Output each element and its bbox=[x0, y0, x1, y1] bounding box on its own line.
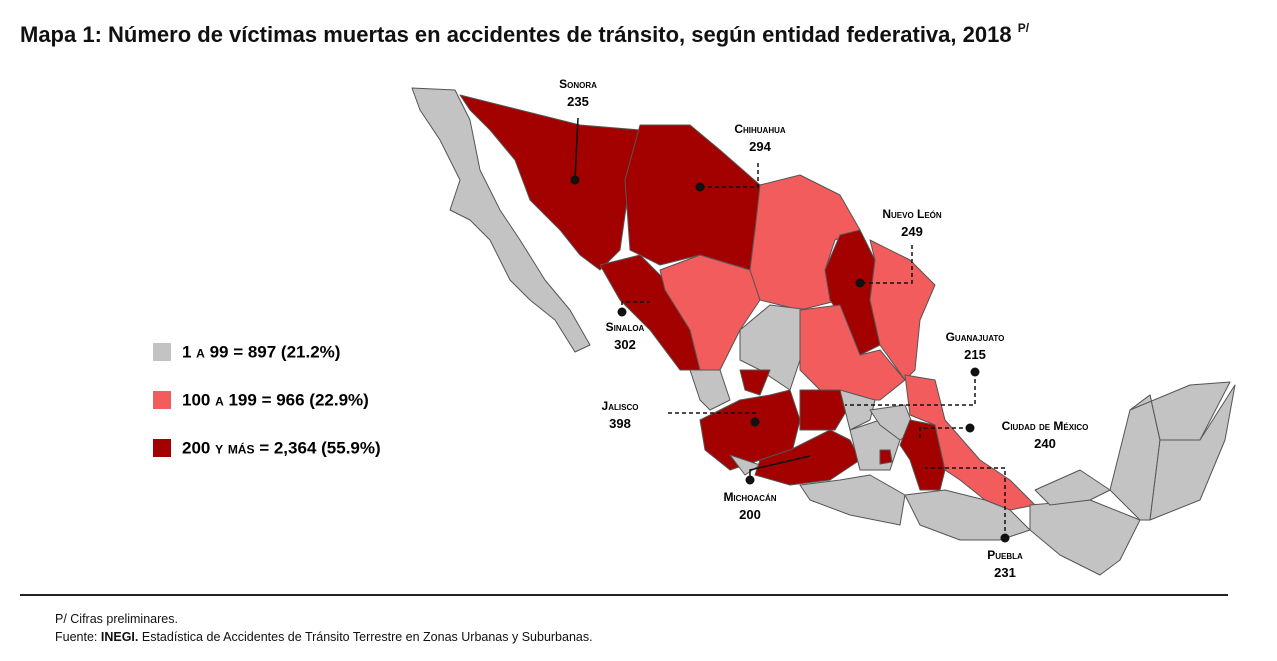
source-text: Estadística de Accidentes de Tránsito Te… bbox=[141, 630, 593, 644]
queretaro bbox=[839, 389, 876, 431]
chiapas bbox=[1029, 499, 1141, 576]
baja-california bbox=[411, 87, 591, 353]
state-value: 240 bbox=[1034, 436, 1056, 451]
leader-line bbox=[925, 467, 1006, 538]
state-name: Sinaloa bbox=[606, 320, 645, 334]
title: Mapa 1: Número de víctimas muertas en ac… bbox=[20, 12, 1250, 51]
legend-swatch bbox=[153, 439, 171, 457]
footer: P/ Cifras preliminares. Fuente: INEGI. E… bbox=[55, 610, 593, 646]
nuevo-leon bbox=[824, 229, 881, 356]
states bbox=[411, 87, 1236, 576]
source-label: Fuente: bbox=[55, 630, 98, 644]
leader-line bbox=[860, 245, 913, 284]
state-value: 398 bbox=[609, 416, 631, 431]
leader-line bbox=[919, 427, 970, 438]
state-name: Nuevo León bbox=[882, 207, 942, 221]
leader-line bbox=[845, 372, 976, 406]
callout-dot bbox=[570, 175, 580, 185]
callout-dot bbox=[617, 307, 627, 317]
state-value: 249 bbox=[901, 224, 923, 239]
state-name: Jalisco bbox=[602, 399, 639, 413]
state-name: Michoacán bbox=[723, 490, 776, 504]
legend-label: 200 y más = 2,364 (55.9%) bbox=[182, 438, 381, 457]
legend-label: 1 a 99 = 897 (21.2%) bbox=[182, 342, 340, 361]
callout-dot bbox=[855, 278, 865, 288]
state-value: 235 bbox=[567, 94, 589, 109]
tabasco bbox=[1034, 469, 1111, 506]
legend-swatch bbox=[153, 343, 171, 361]
callout-dot bbox=[970, 367, 980, 377]
state-value: 294 bbox=[749, 139, 771, 154]
callout-dot bbox=[965, 423, 975, 433]
callout-dot bbox=[745, 475, 755, 485]
state-value: 215 bbox=[964, 347, 986, 362]
state-value: 231 bbox=[994, 565, 1016, 580]
state-value: 302 bbox=[614, 337, 636, 352]
footnote: P/ Cifras preliminares. bbox=[55, 612, 178, 626]
san-luis-potosi bbox=[799, 304, 906, 401]
callout-dot bbox=[750, 417, 760, 427]
leader-line bbox=[574, 117, 579, 181]
state-name: Chihuahua bbox=[734, 122, 786, 136]
title-text: Mapa 1: Número de víctimas muertas en ac… bbox=[20, 22, 1012, 47]
source-org: INEGI. bbox=[100, 630, 139, 644]
guerrero bbox=[799, 474, 906, 526]
tamaulipas bbox=[869, 239, 936, 381]
legend-label: 100 a 199 = 966 (22.9%) bbox=[182, 390, 369, 409]
callout-dot bbox=[1000, 533, 1010, 543]
callout-dot bbox=[695, 182, 705, 192]
sonora bbox=[459, 94, 641, 271]
state-value: 200 bbox=[739, 507, 761, 522]
state-name: Puebla bbox=[987, 548, 1023, 562]
state-name: Guanajuato bbox=[946, 330, 1005, 344]
title-superscript: P/ bbox=[1017, 21, 1030, 35]
source: Fuente: INEGI. Estadística de Accidentes… bbox=[55, 628, 593, 646]
nayarit bbox=[689, 369, 731, 411]
state-name: Ciudad de México bbox=[1002, 419, 1089, 433]
durango bbox=[659, 254, 761, 371]
leader-line bbox=[700, 163, 759, 188]
state-name: Sonora bbox=[559, 77, 597, 91]
legend-swatch bbox=[153, 391, 171, 409]
quintana-roo bbox=[1149, 384, 1236, 521]
ciudad-de-mexico bbox=[879, 449, 893, 465]
aguascalientes bbox=[739, 369, 771, 396]
jalisco bbox=[699, 389, 801, 471]
guanajuato bbox=[799, 389, 851, 431]
